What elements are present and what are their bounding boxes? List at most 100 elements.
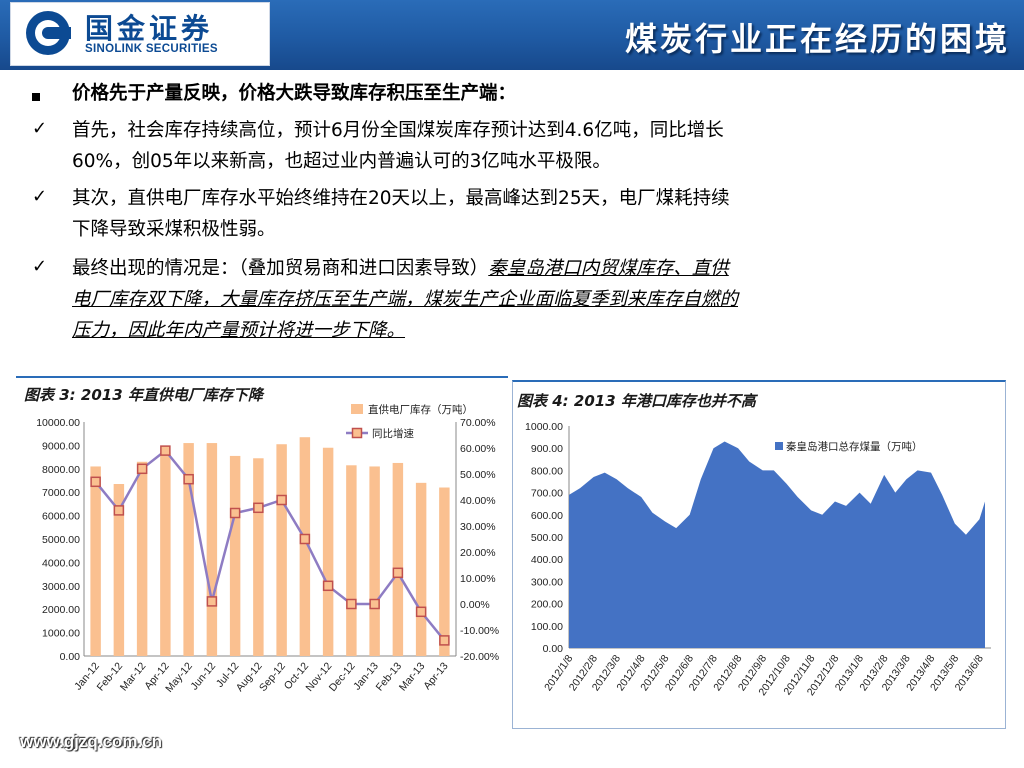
point-yoy-growth [392, 567, 404, 579]
slide-title: 煤炭行业正在经历的困境 [624, 20, 1010, 58]
sinolink-logo-icon [26, 11, 71, 55]
y-right-tick-label: -10.00% [460, 625, 499, 637]
paragraph-3-emphasis: 秦皇岛港口内贸煤库存、直供 [488, 258, 729, 279]
point-yoy-growth [346, 598, 357, 610]
x-tick-label: Mar-13 [397, 660, 428, 693]
legend-line-label: 同比增速 [372, 427, 414, 440]
y-left-tick-label: 6000.00 [42, 511, 80, 523]
legend-bar-swatch [351, 404, 363, 414]
y-left-tick-label: 10000.00 [36, 417, 80, 429]
section-heading: 价格先于产量反映，价格大跌导致库存积压至生产端： [72, 83, 517, 104]
point-yoy-growth [183, 473, 194, 485]
y-left-tick-label: 4000.00 [42, 557, 80, 569]
bar-stock [206, 443, 218, 656]
x-tick-label: Mar-12 [118, 660, 149, 693]
chart-4-frame: 图表 4: 2013 年港口库存也并不高 0.00 100.00 200.00 300… [512, 380, 1006, 729]
y-right-tick-label: 20.00% [460, 547, 496, 559]
bar-stock [160, 452, 171, 656]
bar-stock [322, 447, 334, 656]
check-icon: ✓ [32, 186, 48, 207]
footer-url[interactable]: www.gjzq.com.cn [20, 732, 162, 751]
y-tick-label: 900.00 [531, 443, 563, 455]
x-tick-label: Jun-12 [188, 660, 218, 692]
point-yoy-growth [415, 606, 427, 618]
y-left-tick-label: 3000.00 [42, 581, 80, 593]
point-yoy-growth [322, 580, 334, 592]
point-yoy-growth [136, 463, 148, 475]
y-right-tick-label: 30.00% [460, 521, 496, 533]
y-tick-label: 100.00 [531, 621, 563, 633]
point-yoy-growth [206, 596, 218, 607]
y-right-tick-label: 10.00% [460, 573, 496, 585]
legend-area-label: 秦皇岛港口总存煤量（万吨） [786, 440, 923, 453]
chart-3-title: 图表 3: 2013 年直供电厂库存下降 [24, 386, 263, 404]
bar-stock [229, 455, 241, 656]
check-icon: ✓ [32, 256, 48, 277]
x-tick-label: Apr-13 [421, 660, 451, 692]
y-right-tick-label: 40.00% [460, 495, 496, 507]
line-yoy-growth [94, 448, 446, 642]
bar-stock [369, 466, 380, 656]
chart-3-svg: 0.00 1000.00 2000.00 3000.00 4000.00 5000.00 6… [36, 403, 499, 695]
y-left-tick-label: 5000.00 [42, 534, 80, 546]
point-yoy-growth [276, 494, 287, 506]
paragraph-1-line-1: 首先，社会库存持续高位，预计6月份全国煤炭库存预计达到4.6亿吨，同比增长 [72, 120, 724, 141]
bar-stock [90, 466, 101, 656]
y-right-tick-label: 0.00% [460, 599, 490, 611]
y-tick-label: 400.00 [531, 554, 563, 566]
y-tick-label: 800.00 [531, 465, 563, 477]
bar-stock [346, 465, 357, 656]
legend-area-swatch [775, 442, 783, 450]
y-tick-label: 700.00 [531, 488, 563, 500]
paragraph-1-line-2: 60%，创05年以来新高，也超过业内普遍认可的3亿吨水平极限。 [72, 151, 611, 172]
paragraph-2-line-2: 下降导致采煤积极性弱。 [72, 219, 276, 240]
square-bullet-icon [32, 93, 40, 101]
y-tick-label: 300.00 [531, 576, 563, 588]
point-yoy-growth [160, 445, 171, 456]
point-yoy-growth [229, 507, 241, 519]
point-yoy-growth [439, 635, 450, 646]
point-yoy-growth [90, 476, 101, 488]
bar-stock [299, 437, 311, 656]
y-right-tick-label: -20.00% [460, 651, 499, 663]
bar-stock [415, 482, 427, 656]
y-tick-label: 200.00 [531, 599, 563, 611]
legend-bar-label: 直供电厂库存（万吨） [368, 403, 473, 416]
legend-line-marker [351, 427, 363, 439]
paragraph-3-line-3: 压力，因此年内产量预计将进一步下降。 [72, 320, 406, 341]
area-qhd-stock [569, 441, 985, 648]
paragraph-3-line-2: 电厂库存双下降，大量库存挤压至生产端，煤炭生产企业面临夏季到来库存自燃的 [72, 289, 739, 310]
point-yoy-growth [369, 598, 380, 610]
bar-stock [113, 484, 125, 656]
paragraph-3-line-1: 最终出现的情况是：（叠加贸易商和进口因素导致）秦皇岛港口内贸煤库存、直供 [72, 253, 729, 284]
bar-stock [136, 461, 148, 656]
y-left-tick-label: 1000.00 [42, 628, 80, 640]
x-tick-label: Sep-12 [257, 660, 288, 694]
y-left-tick-label: 7000.00 [42, 487, 80, 499]
y-right-tick-label: 60.00% [460, 443, 496, 455]
y-tick-label: 500.00 [531, 532, 563, 544]
bar-stock [183, 443, 194, 656]
y-tick-label: 0.00 [543, 643, 564, 655]
bar-stock [253, 458, 264, 656]
bar-stock [439, 487, 450, 656]
y-tick-label: 1000.00 [525, 421, 563, 433]
logo: 国金证券 SINOLINK SECURITIES [10, 2, 270, 66]
y-left-tick-label: 8000.00 [42, 464, 80, 476]
paragraph-2-line-1: 其次，直供电厂库存水平始终维持在20天以上，最高峰达到25天，电厂煤耗持续 [72, 188, 730, 209]
y-left-tick-label: 2000.00 [42, 604, 80, 616]
chart-3-frame: 图表 3: 2013 年直供电厂库存下降 0.00 1000.00 2000.00 3… [16, 376, 508, 730]
point-yoy-growth [253, 502, 264, 514]
paragraph-3-plain: 最终出现的情况是：（叠加贸易商和进口因素导致） [72, 258, 489, 279]
check-icon: ✓ [32, 118, 48, 139]
chart-4-title: 图表 4: 2013 年港口库存也并不高 [517, 392, 756, 410]
logo-en-text: SINOLINK SECURITIES [85, 43, 218, 55]
logo-cn-text: 国金证券 [85, 12, 214, 45]
bar-stock [392, 462, 404, 656]
bar-stock [276, 444, 287, 656]
point-yoy-growth [113, 505, 125, 516]
chart-4-svg: 0.00 100.00 200.00 300.00 400.00 500.00 600.00… [525, 421, 991, 698]
y-right-tick-label: 70.00% [460, 417, 496, 429]
x-tick-label: Dec-12 [327, 660, 358, 694]
y-tick-label: 600.00 [531, 510, 563, 522]
